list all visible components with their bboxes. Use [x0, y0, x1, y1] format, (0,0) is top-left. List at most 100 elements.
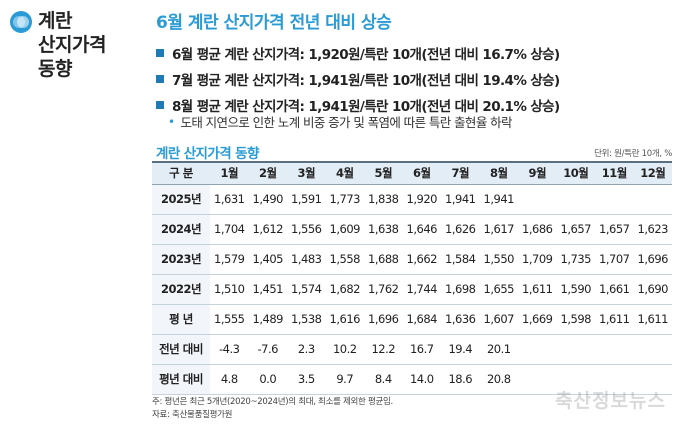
- table-cell: [518, 184, 557, 215]
- table-cell: 16.7: [402, 334, 441, 365]
- table-cell: 1,616: [325, 304, 364, 335]
- table-row: 2025년 1,631 1,490 1,591 1,773 1,838 1,920 1,941…: [152, 184, 672, 215]
- table-cell: 1,405: [248, 244, 287, 275]
- table-cell: 1,669: [518, 304, 557, 335]
- table-cell: 1,762: [364, 274, 403, 305]
- table-cell: 8.4: [364, 364, 403, 395]
- sidebar-title-line2: 산지가격: [38, 34, 106, 56]
- table-cell: 1,920: [402, 184, 441, 215]
- egg-logo-icon: [10, 11, 32, 33]
- table-cell: -7.6: [248, 334, 287, 365]
- table-cell: [556, 334, 595, 365]
- table-cell: 1,451: [248, 274, 287, 305]
- table-cell: 1,941: [479, 184, 518, 215]
- table-cell: [518, 334, 557, 365]
- table-row: 평 년 1,555 1,489 1,538 1,616 1,696 1,684 1,636 1,…: [152, 304, 672, 335]
- table-header-cell: 3월: [287, 161, 326, 185]
- price-table: 구 분 1월 2월 3월 4월 5월 6월 7월 8월 9월 10월 11월 12월 2025년 1,63…: [152, 161, 672, 395]
- table-cell: 1,707: [595, 244, 634, 275]
- table-cell: 1,646: [402, 214, 441, 245]
- table-header-cell: 11월: [595, 161, 634, 185]
- note: • 도태 지연으로 인한 노계 비중 증가 및 폭염에 따른 특란 출현율 하락: [168, 112, 513, 131]
- table-cell: 1,574: [287, 274, 326, 305]
- table-cell: 1,744: [402, 274, 441, 305]
- table-cell: 1,704: [210, 214, 249, 245]
- table-title: 계란 산지가격 동향: [156, 146, 259, 162]
- table-cell: 1,698: [441, 274, 480, 305]
- table-cell: 1,611: [633, 304, 672, 335]
- table-cell: [633, 334, 672, 365]
- row-label: 2022년: [152, 274, 210, 305]
- table-cell: 1,941: [441, 184, 480, 215]
- table-cell: 3.5: [287, 364, 326, 395]
- table-cell: -4.3: [210, 334, 249, 365]
- main-content: 6월 계란 산지가격 전년 대비 상승 6월 평균 계란 산지가격: 1,920…: [152, 0, 680, 429]
- table-header-row: 구 분 1월 2월 3월 4월 5월 6월 7월 8월 9월 10월 11월 12월: [152, 161, 672, 185]
- table-cell: 1,611: [518, 274, 557, 305]
- table-cell: 1,655: [479, 274, 518, 305]
- table-cell: 1,510: [210, 274, 249, 305]
- table-cell: 1,626: [441, 214, 480, 245]
- table-header-cell: 구 분: [152, 161, 210, 185]
- table-header-cell: 7월: [441, 161, 480, 185]
- table-cell: 1,686: [518, 214, 557, 245]
- table-cell: 1,556: [287, 214, 326, 245]
- table-cell: 1,838: [364, 184, 403, 215]
- dot-bullet-icon: •: [168, 114, 175, 129]
- table-cell: 1,612: [248, 214, 287, 245]
- table-cell: 1,696: [633, 244, 672, 275]
- table-cell: 1,657: [556, 214, 595, 245]
- watermark: 축산정보뉴스: [555, 390, 666, 412]
- row-label: 2023년: [152, 244, 210, 275]
- table-header-cell: 5월: [364, 161, 403, 185]
- table-cell: [595, 334, 634, 365]
- table-cell: 1,591: [287, 184, 326, 215]
- table-cell: 1,682: [325, 274, 364, 305]
- table-cell: 1,555: [210, 304, 249, 335]
- table-cell: [633, 364, 672, 395]
- square-bullet-icon: [156, 49, 164, 57]
- table-cell: 1,688: [364, 244, 403, 275]
- table-header-cell: 2월: [248, 161, 287, 185]
- table-header-cell: 1월: [210, 161, 249, 185]
- table-row: 2024년 1,704 1,612 1,556 1,609 1,638 1,646 1,626…: [152, 214, 672, 245]
- bullet-text: 7월 평균 계란 산지가격: 1,941원/특란 10개(전년 대비 19.4%…: [172, 73, 560, 89]
- bullet-item: 6월 평균 계란 산지가격: 1,920원/특란 10개(전년 대비 16.7%…: [156, 40, 676, 66]
- table-cell: 1,617: [479, 214, 518, 245]
- table-row: 2022년 1,510 1,451 1,574 1,682 1,762 1,744 1,698…: [152, 274, 672, 305]
- table-cell: 14.0: [402, 364, 441, 395]
- bullet-list: 6월 평균 계란 산지가격: 1,920원/특란 10개(전년 대비 16.7%…: [156, 40, 676, 118]
- sidebar-title-line3: 동향: [38, 58, 72, 80]
- table-cell: 1,490: [248, 184, 287, 215]
- row-label: 2024년: [152, 214, 210, 245]
- table-cell: 1,696: [364, 304, 403, 335]
- table-cell: 1,558: [325, 244, 364, 275]
- table-cell: 1,611: [595, 304, 634, 335]
- sidebar-title: 계란 산지가격 동향: [38, 9, 128, 81]
- table-row: 전년 대비 -4.3 -7.6 2.3 10.2 12.2 16.7 19.4 20.1: [152, 334, 672, 365]
- footnotes: 주: 평년은 최근 5개년(2020~2024년)의 최대, 최소를 제외한 평…: [152, 396, 393, 422]
- sidebar-title-line1: 계란: [38, 10, 72, 32]
- table-header-cell: 9월: [518, 161, 557, 185]
- table-cell: 1,636: [441, 304, 480, 335]
- table-cell: 1,657: [595, 214, 634, 245]
- row-label: 전년 대비: [152, 334, 210, 365]
- table-cell: 1,684: [402, 304, 441, 335]
- table-cell: 4.8: [210, 364, 249, 395]
- table-cell: 2.3: [287, 334, 326, 365]
- table-cell: 1,590: [556, 274, 595, 305]
- table-cell: 1,584: [441, 244, 480, 275]
- table-cell: 9.7: [325, 364, 364, 395]
- table-cell: 12.2: [364, 334, 403, 365]
- footnote-line1: 주: 평년은 최근 5개년(2020~2024년)의 최대, 최소를 제외한 평…: [152, 397, 393, 407]
- table-cell: 1,623: [633, 214, 672, 245]
- table-cell: [595, 184, 634, 215]
- table-cell: 0.0: [248, 364, 287, 395]
- table-header-cell: 8월: [479, 161, 518, 185]
- table-cell: 1,735: [556, 244, 595, 275]
- sidebar: 계란 산지가격 동향: [0, 0, 130, 429]
- table-header-cell: 12월: [633, 161, 672, 185]
- table-cell: 1,709: [518, 244, 557, 275]
- table-cell: [595, 364, 634, 395]
- table-cell: 1,550: [479, 244, 518, 275]
